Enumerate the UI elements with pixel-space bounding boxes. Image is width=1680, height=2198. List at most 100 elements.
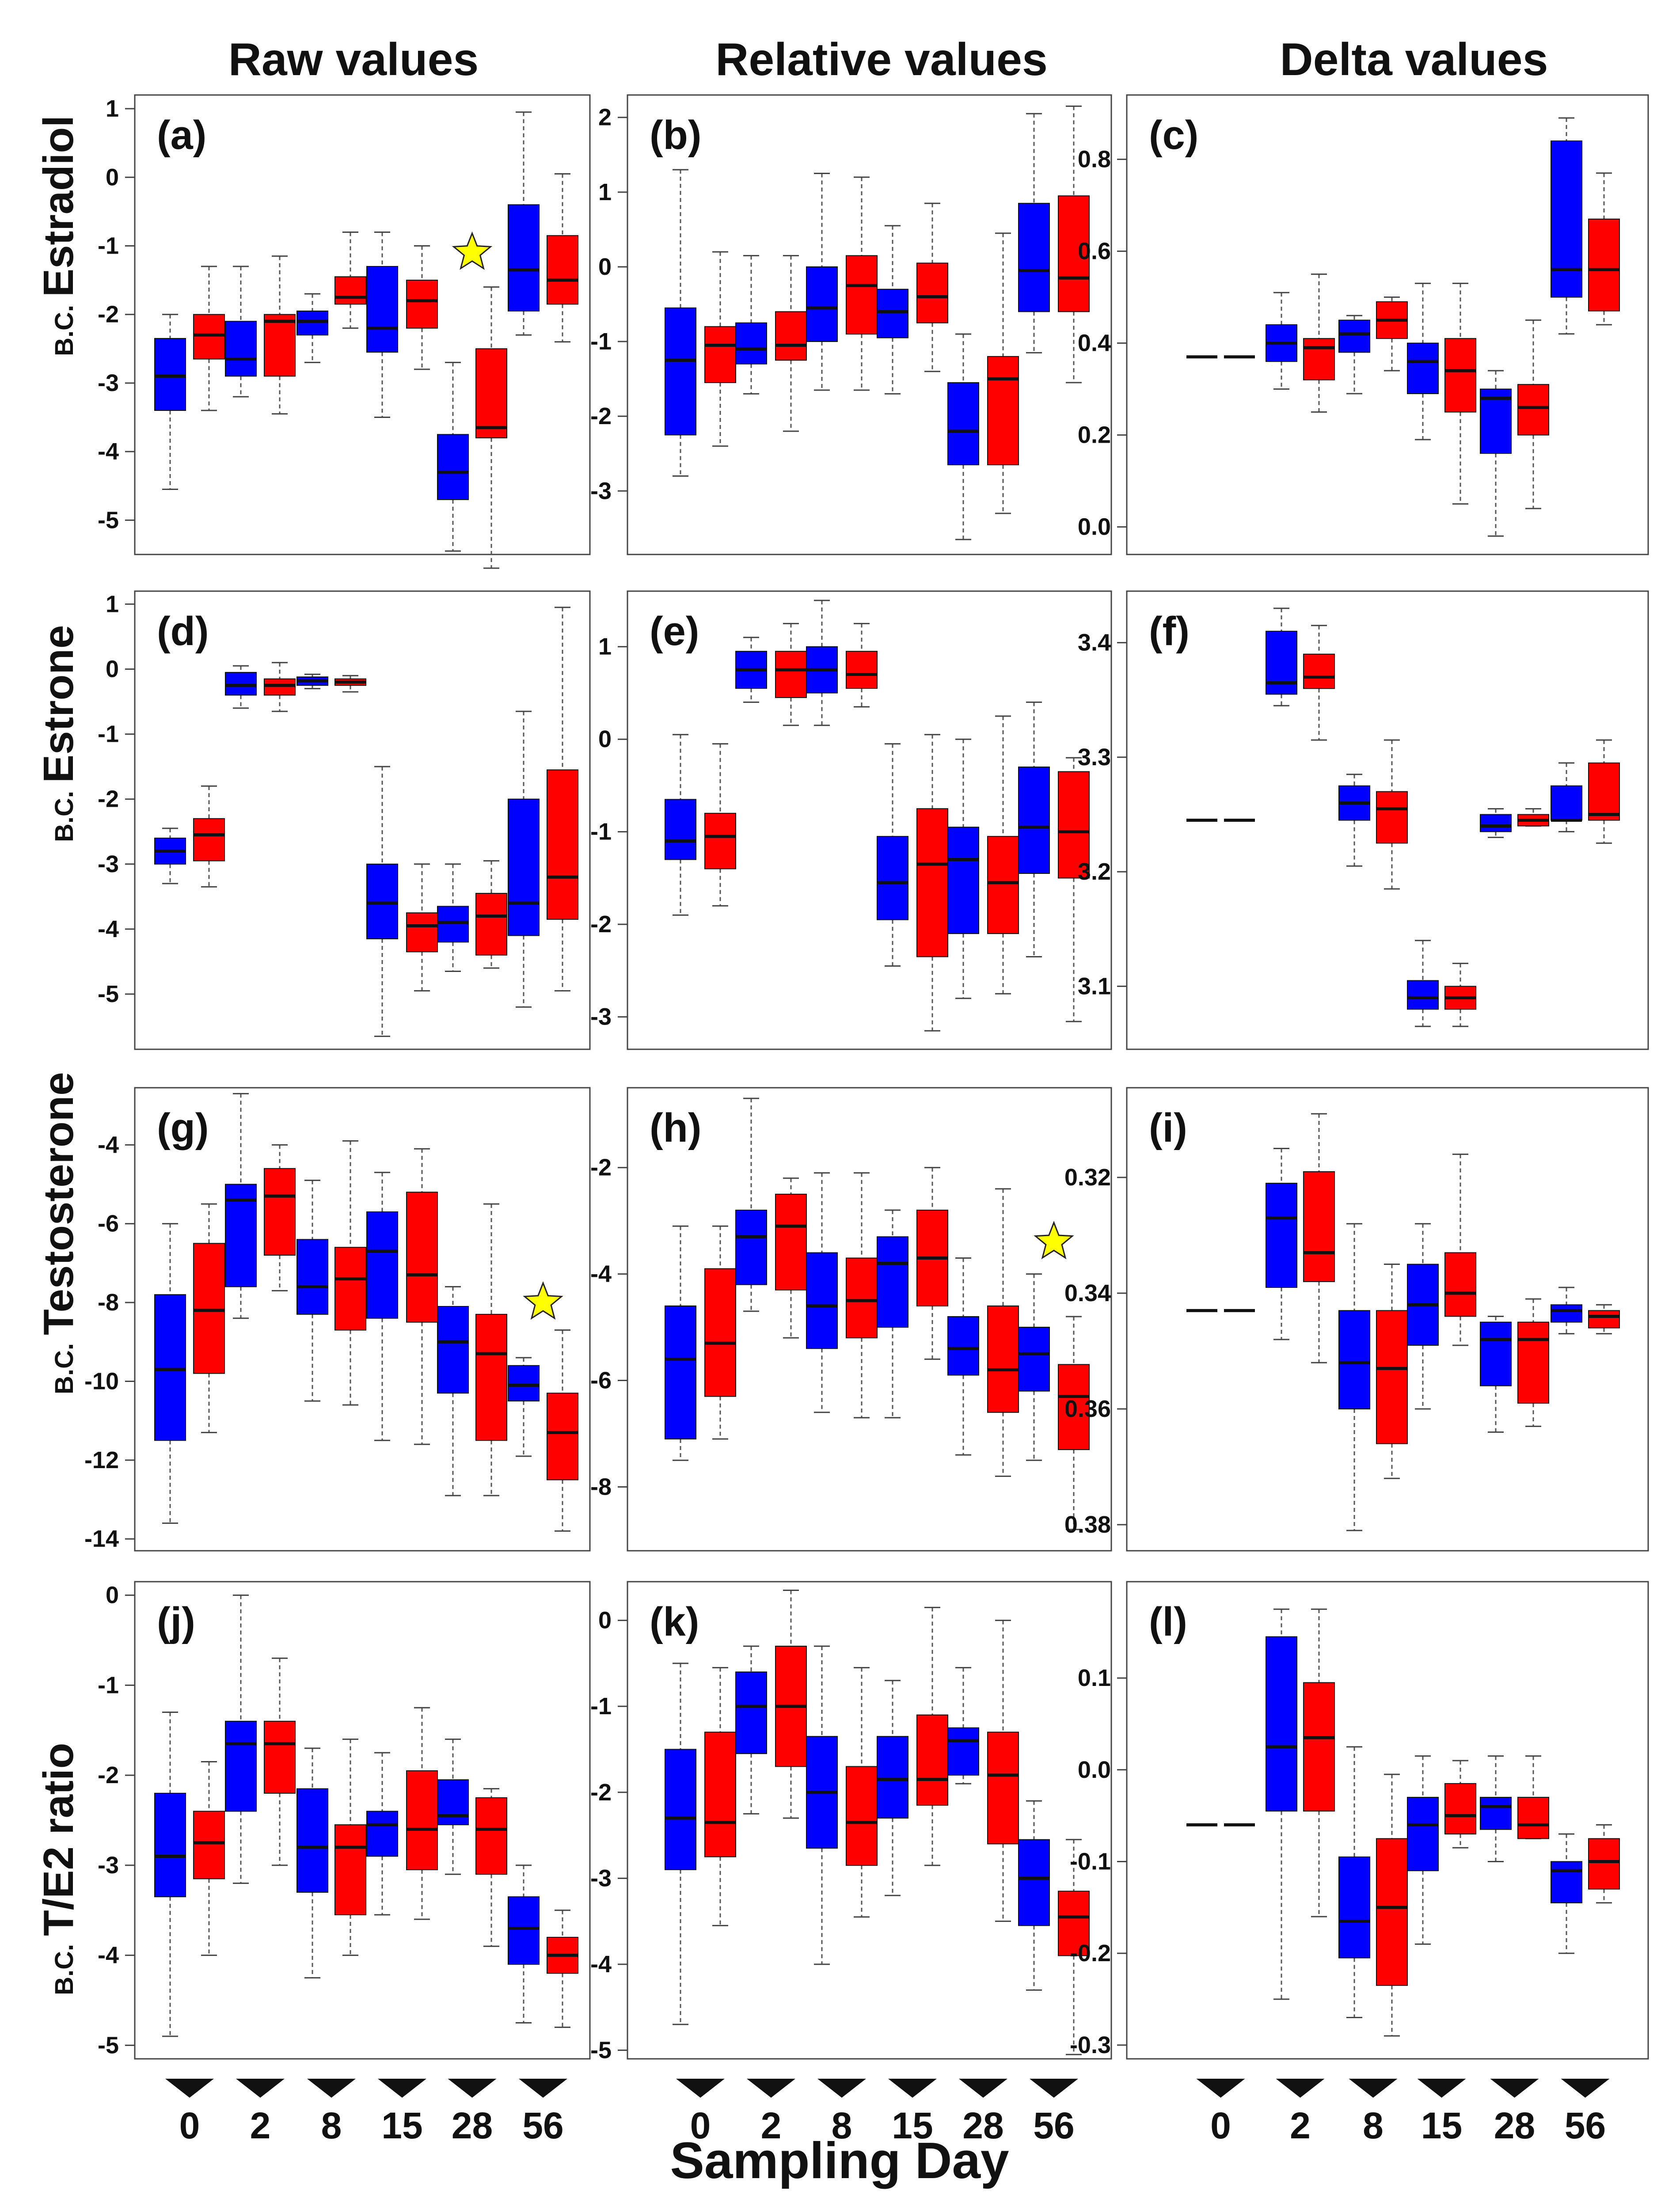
box-day56-blue — [1018, 1800, 1050, 1991]
y-tick-label: -8 — [590, 1473, 612, 1500]
y-tick-label: 1 — [598, 634, 612, 660]
iqr-box — [1376, 791, 1408, 844]
iqr-box — [1517, 384, 1549, 436]
box-day15-blue — [877, 743, 908, 967]
day-marker-28: 28 — [448, 2079, 497, 2146]
y-tick-label: 0.0 — [1078, 1757, 1111, 1783]
box-day0-blue — [154, 1711, 186, 2037]
box-day56-blue — [1551, 762, 1582, 832]
iqr-box — [1338, 1856, 1370, 1959]
iqr-box — [1018, 203, 1050, 312]
y-tick-label: 0.4 — [1078, 330, 1111, 357]
panel-frame — [134, 1087, 591, 1552]
box-day2-red — [1303, 273, 1335, 413]
iqr-box — [704, 812, 736, 869]
iqr-box — [508, 1365, 540, 1402]
box-day0-red — [704, 251, 736, 447]
box-day28-red — [475, 1788, 507, 1947]
iqr-box — [665, 799, 696, 860]
iqr-box — [1444, 1252, 1476, 1317]
box-day15-blue — [366, 231, 398, 418]
down-triangle-icon — [236, 2079, 285, 2098]
iqr-box — [877, 289, 908, 338]
box-day15-red — [1444, 1154, 1476, 1346]
day-label: 8 — [321, 2105, 342, 2146]
day-marker-15: 15 — [888, 2079, 937, 2146]
y-tick-label: 1 — [106, 95, 119, 122]
y-tick-label: -5 — [98, 507, 119, 533]
down-triangle-icon — [165, 2079, 214, 2098]
y-tick-label: 0.0 — [1078, 514, 1111, 540]
day-marker-0: 0 — [676, 2079, 725, 2146]
y-tick-label: -1 — [98, 1672, 119, 1698]
iqr-box — [508, 204, 540, 311]
y-tick-label: -2 — [590, 911, 612, 938]
iqr-box — [154, 338, 186, 411]
box-day0-blue — [154, 314, 186, 490]
day-marker-56: 56 — [1030, 2079, 1078, 2146]
iqr-box — [225, 672, 257, 696]
iqr-box — [547, 769, 578, 920]
box-day8-red — [334, 1140, 366, 1406]
day-label: 15 — [892, 2105, 933, 2146]
y-tick-label: -5 — [98, 981, 119, 1007]
box-day0-blue — [665, 169, 696, 477]
iqr-box — [406, 1770, 438, 1871]
y-tick-label: -2 — [98, 1762, 119, 1788]
y-tick-label: -1 — [590, 328, 612, 355]
box-day8-blue — [806, 1645, 838, 1965]
iqr-box — [846, 1766, 878, 1866]
box-day8-red — [846, 623, 878, 708]
y-tick-label: -2 — [590, 1779, 612, 1806]
hormone-name: T/E2 ratio — [35, 1743, 82, 1936]
iqr-box — [775, 1193, 807, 1291]
box-day15-red — [1444, 963, 1476, 1027]
down-triangle-icon — [888, 2079, 937, 2098]
box-day15-blue — [366, 1752, 398, 1916]
row-label-testosterone: B.C. Testosterone — [35, 1072, 82, 1394]
box-day0-red — [193, 266, 225, 411]
iqr-box — [547, 1393, 578, 1481]
iqr-box — [1480, 1797, 1512, 1830]
row-label-estradiol: B.C. Estradiol — [35, 115, 82, 356]
iqr-box — [366, 266, 398, 353]
box-day2-red — [264, 1144, 296, 1291]
box-day28-blue — [1480, 370, 1512, 537]
panel-label: (e) — [650, 609, 699, 654]
day-label: 0 — [690, 2105, 711, 2146]
panel-label: (d) — [157, 609, 209, 654]
box-day2-blue — [735, 255, 767, 395]
y-tick-label: -4 — [590, 1261, 612, 1287]
panel-label: (k) — [650, 1599, 699, 1644]
column-title-delta: Delta values — [1280, 34, 1548, 85]
box-day8-red — [334, 231, 366, 329]
row-label-te2-ratio: B.C. T/E2 ratio — [35, 1743, 82, 1995]
y-tick-label: -3 — [590, 1865, 612, 1891]
box-day8-blue — [296, 1747, 328, 1979]
box-day0-red — [193, 785, 225, 888]
iqr-box — [1266, 1183, 1297, 1288]
box-day28-blue — [437, 1739, 469, 1875]
down-triangle-icon — [817, 2079, 866, 2098]
iqr-box — [193, 314, 225, 360]
box-day15-red — [1444, 1760, 1476, 1849]
day-marker-2: 2 — [236, 2079, 285, 2146]
box-day8-blue — [1338, 1223, 1370, 1531]
iqr-box — [916, 808, 948, 957]
x-axis-title: Sampling Day — [670, 2132, 1009, 2189]
day-marker-8: 8 — [1349, 2079, 1398, 2146]
box-day28-red — [987, 1620, 1019, 1922]
box-day8-blue — [806, 600, 838, 726]
iqr-box — [1303, 1171, 1335, 1282]
down-triangle-icon — [1196, 2079, 1245, 2098]
box-day2-blue — [1266, 1148, 1297, 1340]
y-tick-label: -4 — [590, 1951, 612, 1978]
bc-prefix: B.C. — [50, 1944, 79, 1995]
iqr-box — [1588, 1310, 1620, 1329]
column-title-relative: Relative values — [715, 34, 1048, 85]
iqr-box — [735, 1671, 767, 1754]
y-tick-label: 0.36 — [1064, 1396, 1111, 1422]
panel-frame — [627, 1581, 1112, 2060]
panel-f: 3.4 3.3 3.2 3.1 (f) — [1078, 590, 1649, 1050]
iqr-box — [154, 1294, 186, 1441]
